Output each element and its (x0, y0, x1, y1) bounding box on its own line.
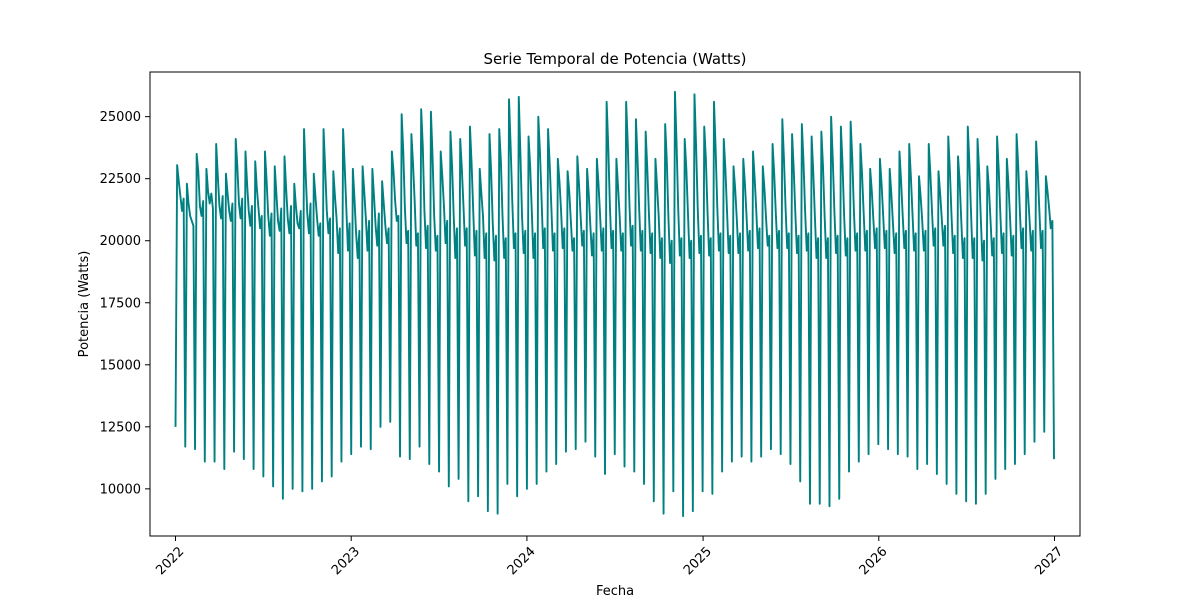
x-axis-title: Fecha (596, 584, 634, 599)
y-tick-label: 17500 (100, 296, 141, 311)
y-tick-label: 15000 (100, 358, 141, 373)
y-axis-title: Potencia (Watts) (77, 251, 92, 358)
plot-area (174, 90, 1055, 518)
y-tick-label: 22500 (100, 172, 141, 187)
plot-frame (149, 71, 1081, 537)
chart-title: Serie Temporal de Potencia (Watts) (483, 50, 746, 68)
y-axis: 10000 12500 15000 17500 20000 22500 25000 (100, 110, 150, 497)
y-tick-label: 20000 (100, 234, 141, 249)
y-tick-label: 25000 (100, 110, 141, 125)
y-tick-label: 12500 (100, 420, 141, 435)
series-line-0 (174, 90, 1055, 518)
y-tick-label: 10000 (100, 482, 141, 497)
